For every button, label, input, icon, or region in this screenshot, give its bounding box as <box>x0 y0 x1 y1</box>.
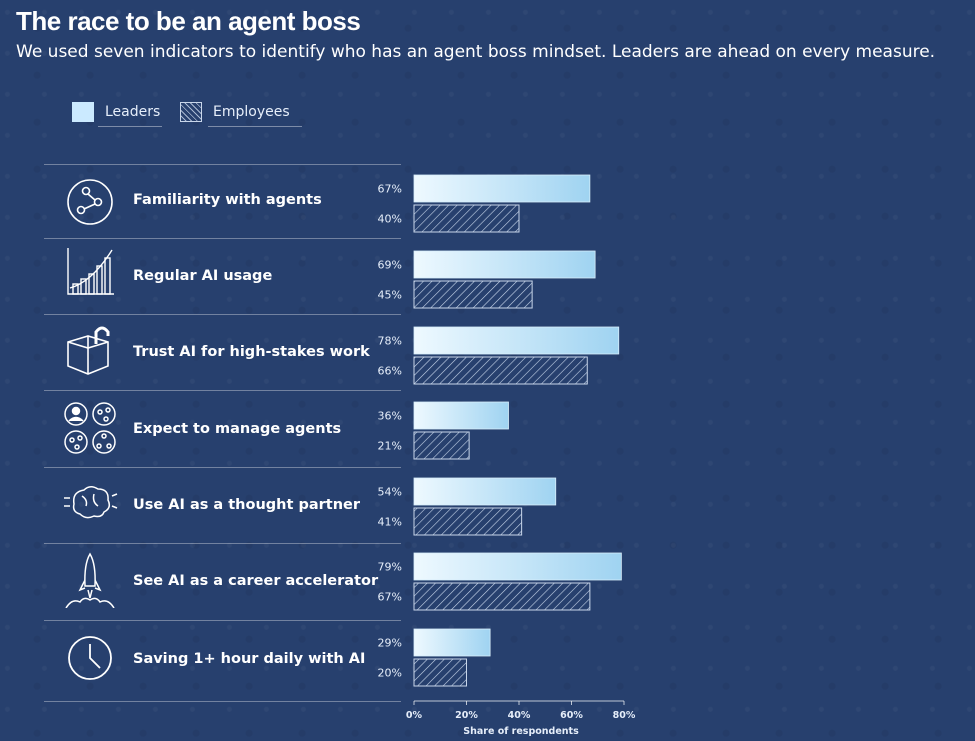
row-label: Expect to manage agents <box>133 421 342 437</box>
data-label-employees: 67% <box>378 591 402 604</box>
legend-swatch-employees <box>180 102 202 122</box>
network-circle-icon <box>67 179 113 225</box>
page-title: The race to be an agent boss <box>16 6 361 36</box>
data-label-leaders: 79% <box>378 561 402 574</box>
clock-icon <box>68 636 112 680</box>
bar-leaders <box>413 250 596 279</box>
row-separator <box>44 314 401 315</box>
bar-employees <box>413 280 533 309</box>
data-label-employees: 66% <box>378 365 402 378</box>
x-axis-label: Share of respondents <box>463 726 579 737</box>
row-label: Use AI as a thought partner <box>133 497 361 513</box>
row-separator <box>44 467 401 468</box>
unlocked-box-icon <box>67 326 110 375</box>
x-tick-label: 80% <box>613 710 636 721</box>
people-agents-icon <box>64 402 116 454</box>
row-label: Trust AI for high-stakes work <box>133 344 370 360</box>
data-label-employees: 41% <box>378 516 402 529</box>
bar-leaders <box>413 628 491 657</box>
row-separator <box>44 620 401 621</box>
row-separator <box>44 543 401 544</box>
data-label-leaders: 36% <box>378 410 402 423</box>
bar-leaders <box>413 326 620 355</box>
legend-underline-employees <box>208 126 302 127</box>
bar-leaders <box>413 552 622 581</box>
bar-leaders <box>413 401 509 430</box>
data-label-employees: 45% <box>378 289 402 302</box>
growth-chart-icon <box>67 248 114 295</box>
data-label-leaders: 67% <box>378 183 402 196</box>
data-label-leaders: 69% <box>378 259 402 272</box>
legend-label-leaders: Leaders <box>105 104 161 120</box>
bar-leaders <box>413 174 591 203</box>
legend-item-employees: Employees <box>180 102 290 122</box>
x-tick-label: 40% <box>508 710 531 721</box>
x-tick-label: 20% <box>455 710 478 721</box>
bar-employees <box>413 204 520 233</box>
rocket-icon <box>65 552 115 608</box>
row-label: Regular AI usage <box>133 268 273 284</box>
data-label-leaders: 29% <box>378 637 402 650</box>
bar-employees <box>413 507 523 536</box>
legend-underline-leaders <box>98 126 162 127</box>
x-tick-label: 0% <box>406 710 423 721</box>
row-separator <box>44 164 401 165</box>
row-separator <box>44 701 401 702</box>
data-label-employees: 40% <box>378 213 402 226</box>
row-label: Saving 1+ hour daily with AI <box>133 651 366 667</box>
bar-leaders <box>413 477 557 506</box>
page-subtitle: We used seven indicators to identify who… <box>16 42 936 62</box>
row-label: Familiarity with agents <box>133 192 322 208</box>
data-label-leaders: 78% <box>378 335 402 348</box>
bar-employees <box>413 658 467 687</box>
row-separator <box>44 390 401 391</box>
row-label: See AI as a career accelerator <box>133 573 379 589</box>
legend-swatch-leaders <box>72 102 94 122</box>
brain-icon <box>64 486 118 519</box>
data-label-leaders: 54% <box>378 486 402 499</box>
legend-label-employees: Employees <box>213 104 290 120</box>
bar-employees <box>413 356 588 385</box>
row-separator <box>44 238 401 239</box>
bar-employees <box>413 431 470 460</box>
legend-item-leaders: Leaders <box>72 102 160 122</box>
data-label-employees: 21% <box>378 440 402 453</box>
data-label-employees: 20% <box>378 667 402 680</box>
bar-employees <box>413 582 591 611</box>
x-tick-label: 60% <box>560 710 583 721</box>
